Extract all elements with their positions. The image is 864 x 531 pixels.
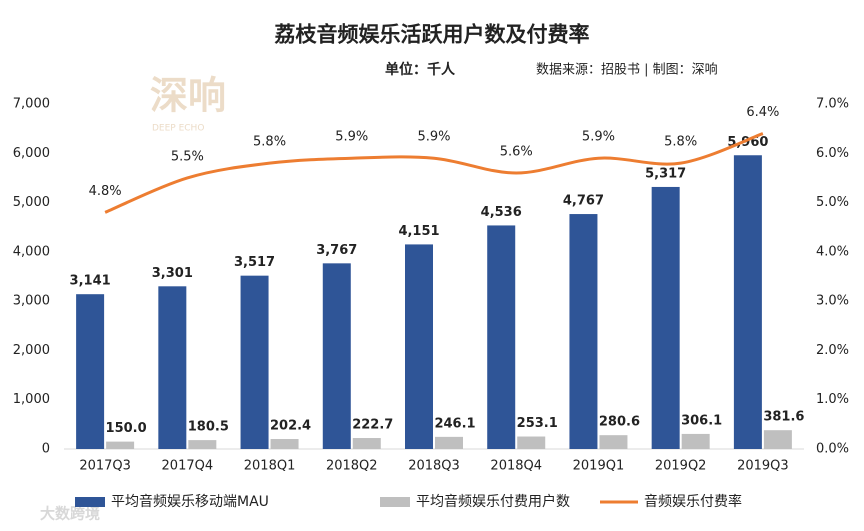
chart-source: 数据来源：招股书 | 制图：深响 <box>536 62 718 78</box>
chart-title: 荔枝音频娱乐活跃用户数及付费率 <box>275 22 590 47</box>
bar <box>763 430 792 449</box>
y-tick-label: 7,000 <box>13 97 50 112</box>
data-label: 4,767 <box>563 194 604 209</box>
bar <box>76 294 105 449</box>
data-label: 5.8% <box>664 135 697 150</box>
bar <box>435 436 463 449</box>
x-tick-label: 2018Q1 <box>244 459 296 474</box>
bar <box>322 263 351 449</box>
x-tick-label: 2018Q3 <box>408 459 460 474</box>
bar <box>106 441 135 449</box>
y2-tick-label: 5.0% <box>816 195 849 210</box>
data-label: 5.6% <box>500 145 533 160</box>
x-tick-label: 2018Q4 <box>490 459 542 474</box>
x-tick-label: 2019Q1 <box>573 459 625 474</box>
bar <box>158 286 187 449</box>
y-tick-label: 4,000 <box>13 244 50 259</box>
data-label: 3,141 <box>70 274 111 289</box>
watermark-sub: DEEP ECHO <box>152 124 204 134</box>
data-label: 5.9% <box>582 130 615 145</box>
y2-tick-label: 6.0% <box>816 146 849 161</box>
data-label: 5,960 <box>727 135 768 150</box>
y2-tick-label: 0.0% <box>816 442 849 457</box>
data-label: 5.9% <box>417 130 450 145</box>
line <box>104 132 764 214</box>
legend-swatch <box>75 497 105 507</box>
x-tick-label: 2018Q2 <box>326 459 378 474</box>
data-label: 4.8% <box>89 184 122 199</box>
watermark: 深响 <box>150 74 226 118</box>
data-label: 150.0 <box>106 421 147 436</box>
y-tick-label: 6,000 <box>13 146 50 161</box>
x-tick-label: 2017Q3 <box>79 459 131 474</box>
data-label: 180.5 <box>188 420 229 435</box>
legend-label: 平均音频娱乐移动端MAU <box>111 493 269 510</box>
data-label: 4,536 <box>481 205 522 220</box>
data-label: 280.6 <box>599 415 640 430</box>
y-tick-label: 3,000 <box>13 294 50 309</box>
bar <box>487 225 516 449</box>
y2-tick-label: 2.0% <box>816 343 849 358</box>
bar <box>517 436 546 449</box>
data-label: 4,151 <box>398 224 439 239</box>
corner-logo: 大数跨境 <box>40 505 100 523</box>
bar <box>405 244 433 449</box>
y2-tick-label: 4.0% <box>816 244 849 259</box>
y-tick-label: 1,000 <box>13 392 50 407</box>
bar <box>188 440 217 449</box>
data-label: 306.1 <box>681 413 722 428</box>
bar <box>240 275 269 449</box>
bar <box>651 186 680 449</box>
data-label: 253.1 <box>517 416 558 431</box>
data-label: 3,767 <box>316 243 357 258</box>
bar <box>733 155 762 449</box>
bar <box>569 214 598 449</box>
x-tick-label: 2019Q2 <box>655 459 707 474</box>
legend-swatch <box>380 497 410 507</box>
data-label: 5.9% <box>335 130 368 145</box>
chart-subtitle: 单位：千人 <box>385 61 456 78</box>
data-label: 5.5% <box>171 149 204 164</box>
y2-tick-label: 1.0% <box>816 392 849 407</box>
data-label: 381.6 <box>763 410 804 425</box>
data-label: 3,301 <box>152 266 193 281</box>
data-label: 5,317 <box>645 166 686 181</box>
bar <box>599 435 628 449</box>
data-label: 222.7 <box>352 418 393 433</box>
data-label: 6.4% <box>746 105 779 120</box>
legend-label: 平均音频娱乐付费用户数 <box>416 493 570 510</box>
y2-tick-label: 7.0% <box>816 97 849 112</box>
y2-tick-label: 3.0% <box>816 294 849 309</box>
bar <box>270 439 299 449</box>
x-tick-label: 2019Q3 <box>737 459 789 474</box>
y-tick-label: 0 <box>42 442 50 457</box>
data-label: 202.4 <box>270 419 311 434</box>
bar <box>352 438 381 449</box>
y-tick-label: 5,000 <box>13 195 50 210</box>
legend-label: 音频娱乐付费率 <box>644 493 742 510</box>
data-label: 246.1 <box>434 416 475 431</box>
data-label: 5.8% <box>253 135 286 150</box>
bar <box>681 433 710 449</box>
data-label: 3,517 <box>234 255 275 270</box>
y-tick-label: 2,000 <box>13 343 50 358</box>
x-tick-label: 2017Q4 <box>162 459 214 474</box>
